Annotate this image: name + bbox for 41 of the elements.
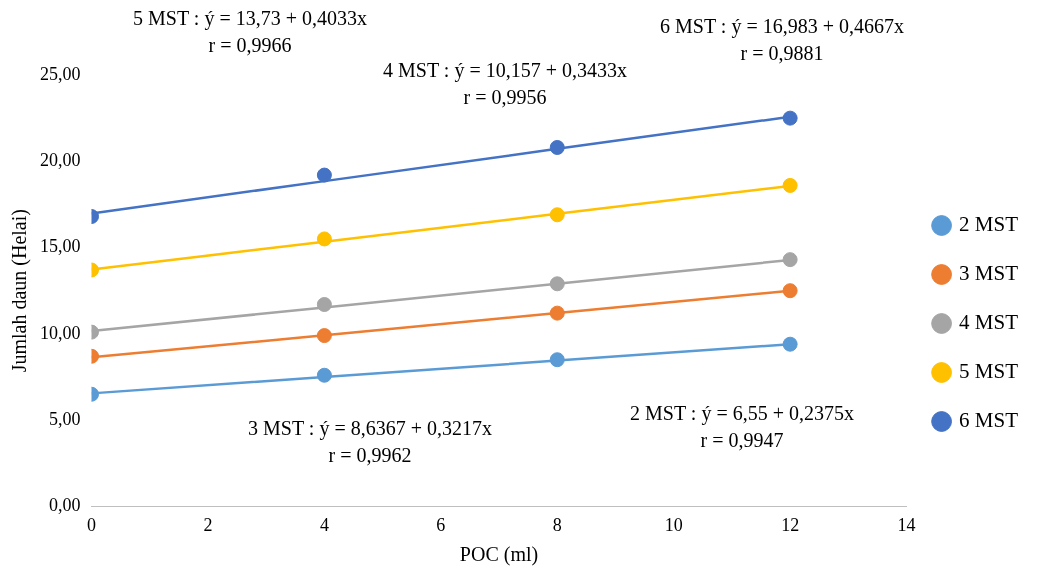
x-tick-label: 0	[87, 514, 96, 535]
point	[782, 252, 798, 268]
point	[782, 336, 798, 352]
legend-label: 6 MST	[959, 408, 1019, 433]
point	[782, 110, 798, 126]
x-tick-label: 8	[552, 514, 562, 535]
y-tick-label: 20,00	[40, 150, 81, 171]
point	[316, 297, 332, 313]
annotation: 2 MST : ý = 6,55 + 0,2375x r = 0,9947	[630, 402, 854, 452]
point	[549, 305, 565, 321]
y-tick-label: 25,00	[40, 63, 81, 84]
x-tick-label: 10	[664, 514, 683, 535]
y-tick-label: 15,00	[40, 236, 81, 257]
legend-label: 5 MST	[959, 359, 1019, 384]
point	[782, 283, 798, 299]
point	[549, 139, 565, 155]
annotation: 4 MST : ý = 10,157 + 0,3433x r = 0,9956	[383, 59, 627, 109]
x-axis-title: POC (ml)	[459, 543, 539, 567]
x-tick-label: 14	[897, 514, 916, 535]
point	[549, 207, 565, 223]
point	[549, 352, 565, 368]
y-axis-title: Jumlah daun (Helai)	[8, 209, 32, 373]
point	[316, 367, 332, 383]
x-tick-label: 2	[203, 514, 213, 535]
point	[316, 167, 332, 183]
text: 5 MST : ý = 13,73 + 0,4033x r = 0,9966	[133, 7, 367, 57]
point	[782, 177, 798, 193]
y-tick-label: 5,00	[49, 408, 81, 429]
y-tick-label: 0,00	[49, 495, 81, 516]
legend-label: 3 MST	[959, 261, 1019, 286]
legend-label: 4 MST	[959, 310, 1019, 335]
text: 6 MST : ý = 16,983 + 0,4667x r = 0,9881	[660, 15, 904, 65]
x-tick-label: 6	[436, 514, 446, 535]
x-tick-label: 4	[319, 514, 329, 535]
x-tick-label: 12	[781, 514, 800, 535]
point	[549, 276, 565, 292]
y-tick-label: 10,00	[40, 322, 81, 343]
point	[316, 328, 332, 344]
legend-label: 2 MST	[959, 212, 1019, 237]
annotation: 3 MST : ý = 8,6367 + 0,3217x r = 0,9962	[248, 417, 492, 467]
point	[316, 231, 332, 247]
